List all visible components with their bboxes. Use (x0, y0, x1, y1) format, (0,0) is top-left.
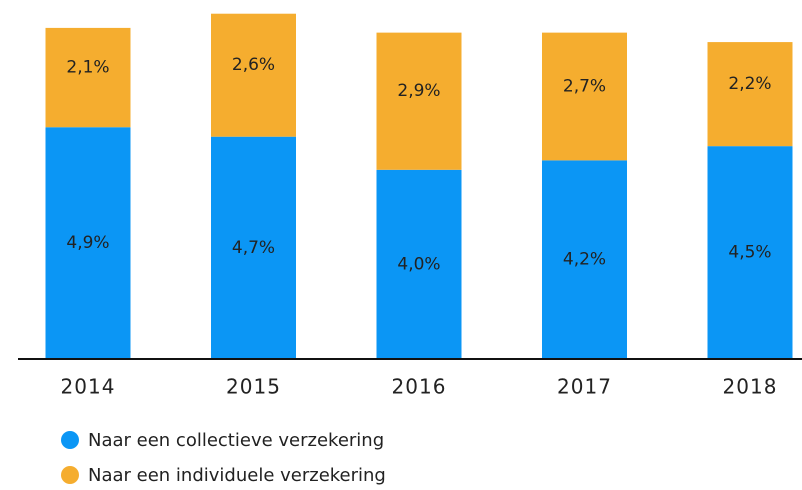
value-label: 2,7% (563, 76, 606, 96)
bar-segment (707, 42, 793, 147)
x-tick-label: 2017 (557, 375, 612, 399)
bar-segment (707, 146, 793, 359)
bar-segment (376, 32, 462, 170)
x-tick-label: 2018 (723, 375, 778, 399)
value-label: 4,0% (397, 254, 440, 274)
value-label: 2,6% (232, 55, 275, 75)
bar-segment (211, 13, 296, 137)
bar-segment (45, 127, 131, 359)
value-label: 2,9% (397, 81, 440, 101)
value-label: 4,2% (563, 250, 606, 270)
value-label: 2,2% (728, 74, 771, 94)
legend-label: Naar een individuele verzekering (88, 465, 386, 486)
bar-segment (211, 136, 296, 359)
x-tick-label: 2016 (392, 375, 447, 399)
value-label: 4,7% (232, 238, 275, 258)
value-label: 2,1% (66, 58, 109, 78)
bar-segment (542, 160, 627, 359)
value-label: 4,5% (728, 243, 771, 263)
legend-marker (61, 431, 79, 449)
bar-segment (376, 169, 462, 359)
bar-segment (45, 27, 131, 128)
value-label: 4,9% (66, 233, 109, 253)
legend-label: Naar een collectieve verzekering (88, 430, 384, 451)
bar-segment (542, 32, 627, 161)
x-tick-label: 2015 (226, 375, 281, 399)
legend-marker (61, 466, 79, 484)
x-tick-label: 2014 (61, 375, 116, 399)
